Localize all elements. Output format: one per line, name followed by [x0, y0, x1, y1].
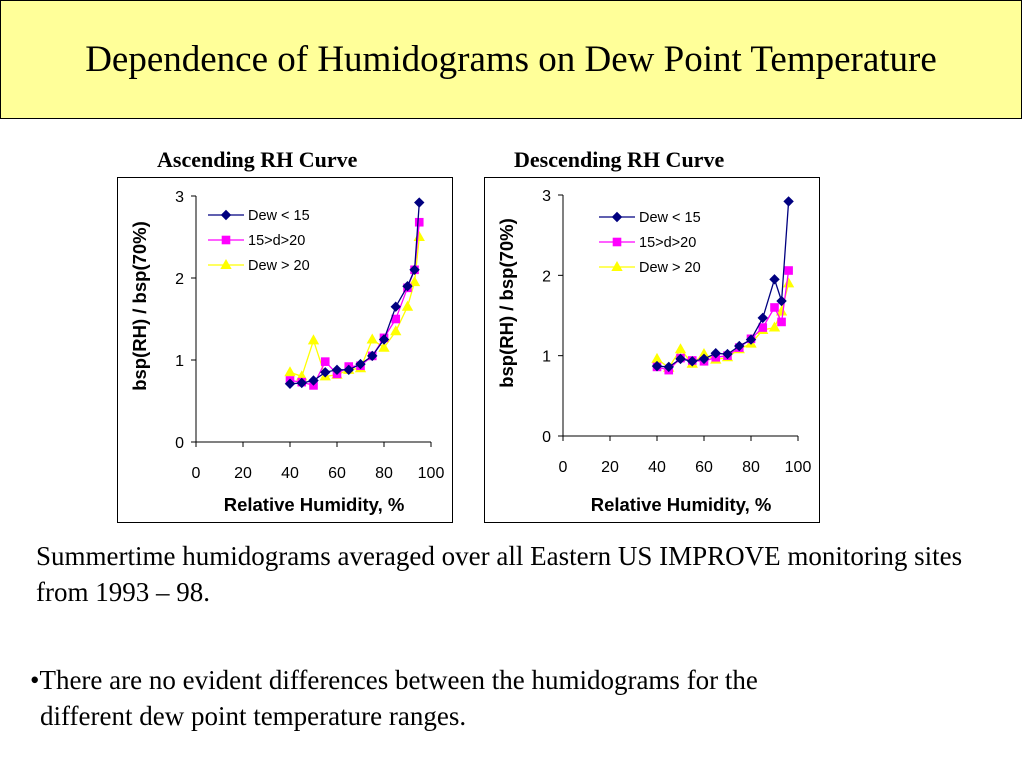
data-point — [783, 196, 794, 207]
data-point — [355, 358, 366, 370]
data-point — [784, 266, 793, 275]
legend-marker — [612, 237, 622, 247]
chart-ascending: 0 1 2 3 0 20 40 60 80 100 Relative Humidity, % bsp(… — [117, 177, 453, 523]
data-point — [284, 366, 296, 377]
chart-descending-svg: 0 1 2 3 0 20 40 60 80 100 Relative Humidity, % bsp(… — [496, 188, 812, 515]
data-point — [284, 378, 296, 389]
data-point — [674, 343, 687, 354]
data-point — [331, 364, 343, 376]
page-title: Dependence of Humidograms on Dew Point T… — [85, 38, 937, 80]
data-point — [663, 361, 674, 373]
data-point — [413, 230, 425, 241]
x-tick-label: 100 — [785, 459, 812, 476]
y-tick-label: 3 — [542, 188, 551, 205]
data-point — [782, 277, 795, 288]
data-point — [651, 360, 663, 372]
y-tick-label: 2 — [175, 271, 184, 288]
x-tick-label: 0 — [559, 459, 568, 476]
data-point — [408, 276, 421, 287]
title-banner: Dependence of Humidograms on Dew Point T… — [0, 0, 1022, 119]
data-point — [307, 334, 320, 345]
data-point — [391, 314, 401, 324]
bullet-point: •There are no evident differences betwee… — [30, 662, 990, 734]
bullet-line-2: different dew point temperature ranges. — [40, 701, 467, 731]
chart-title-ascending: Ascending RH Curve — [157, 147, 358, 172]
x-tick-label: 40 — [648, 459, 666, 476]
data-point — [710, 348, 721, 359]
x-tick-label: 80 — [375, 465, 393, 482]
legend-marker — [220, 209, 232, 221]
data-point — [343, 364, 354, 376]
legend-label: Dew < 15 — [639, 210, 701, 226]
data-point — [367, 350, 378, 362]
data-point — [390, 325, 402, 336]
x-tick-label: 60 — [695, 459, 713, 476]
data-point — [758, 323, 768, 332]
data-point — [320, 357, 330, 366]
legend-label: 15>d>20 — [248, 233, 305, 249]
series-line — [289, 222, 420, 387]
data-point — [675, 353, 686, 365]
data-point — [390, 301, 401, 312]
data-point — [378, 341, 390, 352]
legend-label: Dew > 20 — [639, 260, 701, 276]
x-tick-label: 20 — [601, 459, 619, 476]
data-point — [308, 375, 319, 386]
x-tick-label: 0 — [192, 465, 201, 482]
legend-marker — [611, 260, 623, 271]
y-axis-label: bsp(RH) / bsp(70%) — [496, 218, 517, 388]
legend-marker — [220, 258, 232, 269]
x-tick-label: 60 — [328, 465, 346, 482]
legend-marker — [611, 211, 623, 223]
y-tick-label: 1 — [542, 349, 551, 366]
data-point — [366, 333, 378, 344]
data-point — [757, 312, 768, 324]
data-point — [687, 356, 698, 367]
x-tick-label: 40 — [281, 465, 299, 482]
data-point — [409, 264, 420, 276]
series-line — [656, 201, 790, 368]
data-point — [402, 280, 413, 292]
data-point — [745, 334, 757, 345]
data-point — [296, 377, 307, 389]
bullet-marker: • — [30, 665, 40, 695]
data-point — [414, 197, 425, 208]
x-tick-label: 80 — [742, 459, 760, 476]
legend-label: 15>d>20 — [639, 235, 696, 251]
data-point — [378, 334, 390, 345]
y-tick-label: 1 — [175, 353, 184, 370]
data-point — [698, 353, 710, 365]
data-point — [768, 321, 781, 332]
data-point — [769, 274, 780, 285]
x-axis-label: Relative Humidity, % — [224, 494, 405, 515]
y-axis-label: bsp(RH) / bsp(70%) — [129, 221, 150, 391]
data-point — [414, 217, 424, 227]
x-tick-label: 100 — [418, 465, 445, 482]
chart-ascending-svg: 0 1 2 3 0 20 40 60 80 100 Relative Humidity, % bsp(… — [129, 189, 445, 515]
caption: Summertime humidograms averaged over all… — [36, 541, 963, 607]
data-point — [734, 340, 745, 352]
bullet-line-1: There are no evident differences between… — [39, 665, 758, 695]
data-point — [777, 317, 786, 327]
y-tick-label: 0 — [542, 429, 551, 446]
y-tick-label: 0 — [175, 435, 184, 452]
y-tick-label: 2 — [542, 268, 551, 285]
x-tick-label: 20 — [234, 465, 252, 482]
series-line — [289, 202, 420, 385]
x-axis-label: Relative Humidity, % — [591, 494, 772, 515]
legend-label: Dew > 20 — [248, 258, 310, 274]
legend-marker — [221, 235, 231, 245]
data-point — [776, 295, 787, 307]
chart-descending: 0 1 2 3 0 20 40 60 80 100 Relative Humidity, % bsp(… — [484, 177, 820, 523]
data-point — [320, 367, 331, 378]
data-point — [775, 305, 788, 316]
legend-label: Dew < 15 — [248, 208, 310, 224]
y-tick-label: 3 — [175, 189, 184, 206]
data-point — [770, 303, 779, 312]
data-point — [722, 348, 733, 360]
chart-title-descending: Descending RH Curve — [514, 147, 725, 172]
data-point — [401, 300, 414, 311]
